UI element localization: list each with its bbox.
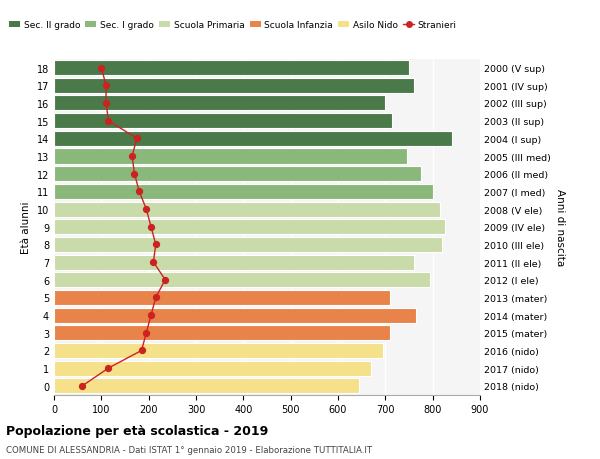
Text: Popolazione per età scolastica - 2019: Popolazione per età scolastica - 2019 bbox=[6, 424, 268, 437]
Point bbox=[151, 241, 161, 248]
Point bbox=[146, 224, 156, 231]
Point bbox=[134, 188, 144, 196]
Point bbox=[130, 171, 139, 178]
Point bbox=[101, 83, 111, 90]
Point bbox=[137, 347, 146, 354]
Bar bbox=[54, 255, 414, 270]
Bar bbox=[54, 114, 392, 129]
Point bbox=[101, 100, 111, 107]
Point bbox=[149, 259, 158, 266]
Point bbox=[151, 294, 161, 302]
Bar bbox=[54, 325, 390, 341]
Bar bbox=[54, 61, 409, 76]
Bar bbox=[54, 378, 359, 393]
Bar bbox=[54, 273, 430, 288]
Bar bbox=[54, 202, 440, 217]
Bar bbox=[54, 343, 383, 358]
Point bbox=[142, 206, 151, 213]
Point bbox=[77, 382, 87, 390]
Bar bbox=[54, 361, 371, 376]
Bar bbox=[54, 185, 433, 199]
Bar bbox=[54, 132, 452, 146]
Point bbox=[142, 330, 151, 337]
Text: COMUNE DI ALESSANDRIA - Dati ISTAT 1° gennaio 2019 - Elaborazione TUTTITALIA.IT: COMUNE DI ALESSANDRIA - Dati ISTAT 1° ge… bbox=[6, 445, 372, 454]
Point bbox=[127, 153, 137, 160]
Point bbox=[104, 118, 113, 125]
Point bbox=[104, 364, 113, 372]
Point bbox=[160, 276, 170, 284]
Point bbox=[132, 135, 142, 143]
Bar bbox=[54, 237, 442, 252]
Bar bbox=[54, 167, 421, 182]
Legend: Sec. II grado, Sec. I grado, Scuola Primaria, Scuola Infanzia, Asilo Nido, Stran: Sec. II grado, Sec. I grado, Scuola Prim… bbox=[5, 17, 460, 34]
Bar bbox=[54, 96, 385, 111]
Bar bbox=[54, 149, 407, 164]
Bar bbox=[54, 308, 416, 323]
Point bbox=[97, 65, 106, 72]
Bar bbox=[54, 220, 445, 235]
Bar bbox=[54, 290, 390, 305]
Point bbox=[146, 312, 156, 319]
Bar bbox=[54, 78, 414, 94]
Y-axis label: Anni di nascita: Anni di nascita bbox=[555, 189, 565, 266]
Y-axis label: Età alunni: Età alunni bbox=[21, 201, 31, 253]
